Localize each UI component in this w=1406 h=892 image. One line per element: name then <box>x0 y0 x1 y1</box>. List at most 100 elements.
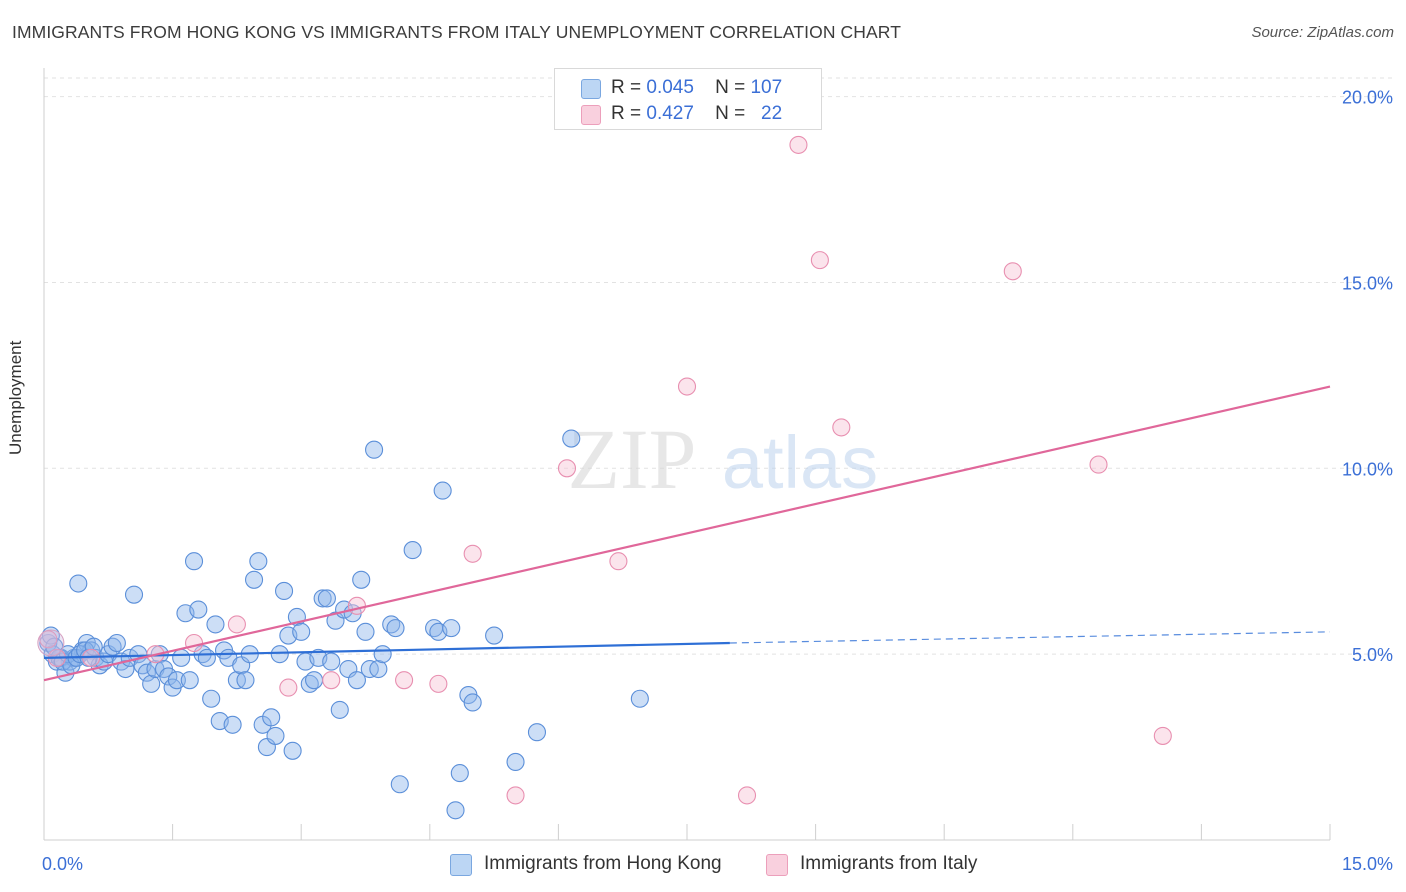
data-point <box>227 615 246 634</box>
data-point <box>373 645 392 664</box>
legend-swatch-hong-kong <box>581 79 601 99</box>
data-point <box>1003 262 1022 281</box>
data-point <box>446 801 465 820</box>
data-point <box>275 581 294 601</box>
data-point <box>347 671 366 690</box>
data-point <box>206 615 225 634</box>
trend-line-italy <box>43 385 1331 682</box>
data-point <box>279 678 298 697</box>
data-point <box>442 619 461 638</box>
data-point-cluster <box>37 629 65 657</box>
grid-lines <box>44 77 1392 655</box>
data-point <box>249 552 268 571</box>
data-point <box>39 630 58 649</box>
series-hong-kong <box>39 429 649 820</box>
series-italy <box>37 135 1172 805</box>
watermark-atlas: atlas <box>722 421 878 504</box>
data-point <box>197 648 216 667</box>
data-point <box>390 775 409 794</box>
data-point <box>137 663 156 682</box>
data-point <box>266 726 285 745</box>
data-point <box>317 589 336 608</box>
data-point <box>789 135 808 154</box>
bottom-legend-swatch-hong-kong <box>450 854 472 876</box>
data-point <box>84 637 103 656</box>
chart-title: IMMIGRANTS FROM HONG KONG VS IMMIGRANTS … <box>12 22 901 42</box>
data-point <box>1153 726 1172 745</box>
data-point <box>429 674 448 693</box>
trend-line-hong-kong <box>43 641 730 659</box>
watermark-zip: ZIP <box>568 411 697 507</box>
data-point <box>124 585 144 604</box>
y-tick-label: 20.0% <box>1342 88 1393 108</box>
data-point <box>313 589 332 608</box>
data-point <box>557 459 577 478</box>
data-point <box>270 645 289 664</box>
data-point <box>527 723 547 742</box>
data-point <box>69 574 88 593</box>
legend-r-value: 0.045 <box>646 77 694 98</box>
data-point <box>365 440 384 459</box>
legend-n-label: N = <box>715 103 746 124</box>
data-point <box>386 619 405 638</box>
data-point <box>395 671 414 690</box>
trend-lines <box>43 385 1331 682</box>
data-point <box>184 633 204 653</box>
data-point <box>305 671 324 690</box>
y-tick-label: 5.0% <box>1352 645 1393 665</box>
data-point <box>107 633 126 653</box>
tick-labels: 5.0% 10.0% 15.0% 20.0% 0.0% 15.0% <box>42 88 1393 874</box>
axes <box>43 68 1331 841</box>
data-point <box>189 600 208 619</box>
bottom-legend-swatch-italy <box>766 854 788 876</box>
data-point <box>236 671 255 690</box>
x-tick-label: 0.0% <box>42 854 83 874</box>
data-point <box>369 659 388 679</box>
data-point <box>403 541 422 560</box>
data-point <box>832 418 851 437</box>
legend-r-label: R = <box>611 77 642 98</box>
trend-extension-hong-kong <box>729 631 1331 644</box>
bottom-legend-label-italy: Immigrants from Italy <box>800 853 978 874</box>
data-point <box>562 429 581 448</box>
data-point <box>167 671 186 690</box>
data-point <box>433 481 452 500</box>
legend-n-value: 107 <box>750 77 783 98</box>
data-point <box>202 689 221 708</box>
data-point <box>463 544 482 563</box>
data-point <box>810 251 829 270</box>
data-point <box>506 786 525 805</box>
data-point <box>172 648 191 667</box>
data-point <box>184 552 204 571</box>
data-point <box>283 741 302 760</box>
data-point <box>450 764 469 783</box>
legend-r-label: R = <box>611 103 642 124</box>
data-point <box>292 622 311 641</box>
legend-n-value: 22 <box>761 103 783 124</box>
data-point <box>485 626 504 645</box>
data-point <box>630 689 649 708</box>
data-point <box>609 552 628 571</box>
data-point <box>159 667 178 686</box>
data-point <box>737 786 757 805</box>
x-tick-label: 15.0% <box>1342 854 1393 874</box>
legend-n-label: N = <box>715 77 746 98</box>
bottom-legend-label-hong-kong: Immigrants from Hong Kong <box>484 853 722 874</box>
data-point <box>322 652 341 671</box>
data-point <box>180 671 199 690</box>
data-point <box>244 570 264 589</box>
data-point <box>352 570 371 589</box>
data-point <box>356 622 375 641</box>
y-tick-label: 10.0% <box>1342 459 1393 479</box>
data-point <box>677 377 697 396</box>
source-label: Source: ZipAtlas.com <box>1251 24 1394 41</box>
correlation-legend: R = 0.045 N = 107 R = 0.427 N = 22 <box>554 68 822 130</box>
data-point <box>463 693 482 712</box>
data-point <box>142 674 161 693</box>
data-point <box>1089 455 1108 474</box>
data-point <box>262 708 281 727</box>
data-point <box>223 715 242 734</box>
data-point <box>506 752 525 771</box>
y-tick-label: 15.0% <box>1342 273 1393 293</box>
